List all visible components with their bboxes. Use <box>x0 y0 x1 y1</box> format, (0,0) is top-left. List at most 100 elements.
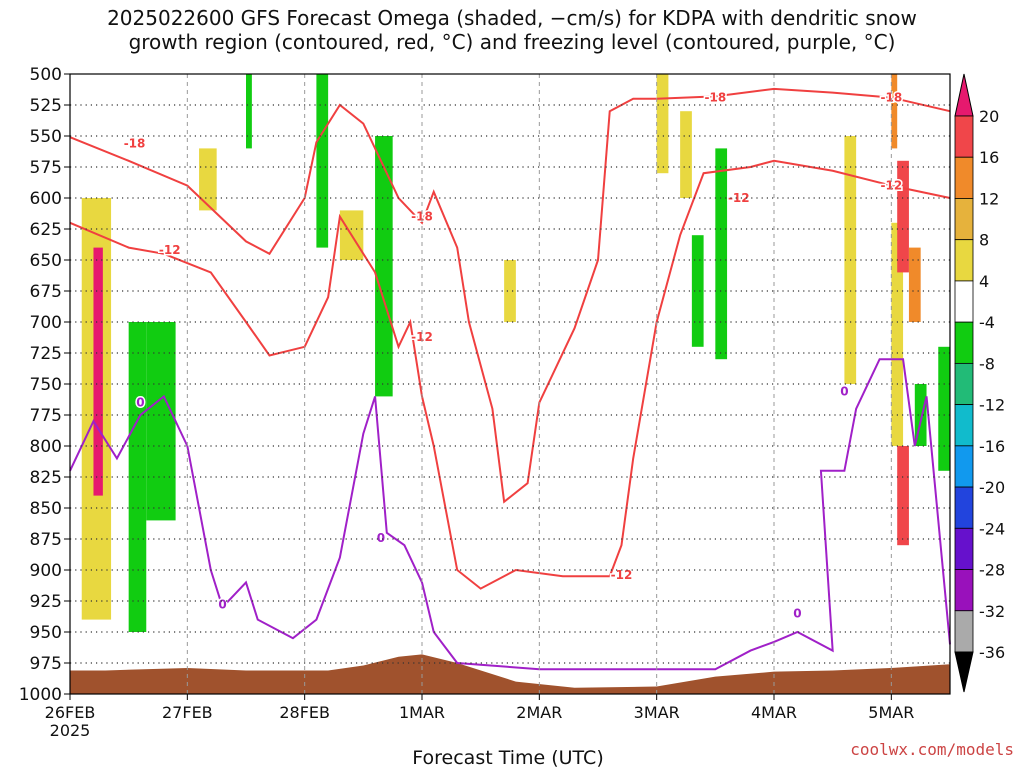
colorbar-label-10: -24 <box>979 519 1005 538</box>
colorbar-swatch-7 <box>954 404 974 447</box>
colorbar-label-4: 4 <box>979 272 989 291</box>
contour-label-1-4: -12 <box>611 568 633 582</box>
shade-cell-2-5 <box>691 235 704 347</box>
shade-cell-3-0 <box>897 160 909 273</box>
x-axis-label: Forecast Time (UTC) <box>412 747 603 768</box>
shade-cell-2-8 <box>914 384 927 446</box>
x-tick-label-4: 2MAR <box>516 703 562 722</box>
y-tick-label-18: 950 <box>30 623 62 643</box>
colorbar-swatch-5 <box>954 321 974 364</box>
chart-title: 2025022600 GFS Forecast Omega (shaded, −… <box>0 6 1024 54</box>
y-tick-label-10: 750 <box>30 375 62 395</box>
contour-label-0-3: -18 <box>880 91 902 105</box>
colorbar-swatch-9 <box>954 486 974 529</box>
colorbar-swatch-6 <box>954 362 974 406</box>
colorbar-bottom-arrow <box>954 651 974 693</box>
title-line-1: 2025022600 GFS Forecast Omega (shaded, −… <box>107 6 917 30</box>
title-line-2: growth region (contoured, red, °C) and f… <box>128 30 896 54</box>
y-tick-label-16: 900 <box>30 561 62 581</box>
colorbar-swatch-1 <box>954 156 974 199</box>
contour-label-2-1: 0 <box>218 598 226 612</box>
colorbar-label-13: -36 <box>979 643 1005 662</box>
terrain-fill <box>70 654 950 694</box>
y-tick-label-2: 550 <box>30 127 62 147</box>
contour-line-0 <box>69 87 951 504</box>
contour-label-0-2: -18 <box>704 91 726 105</box>
shade-cell-2-2 <box>246 74 252 149</box>
colorbar-label-5: -4 <box>979 313 995 332</box>
y-tick-label-9: 725 <box>30 344 62 364</box>
y-tick-label-8: 700 <box>30 313 62 333</box>
y-tick-label-4: 600 <box>30 189 62 209</box>
shade-cell-0-4 <box>656 74 669 174</box>
shade-cell-2-0 <box>128 322 147 632</box>
contour-label-2-4: 0 <box>840 384 848 398</box>
x-tick-label-3: 1MAR <box>399 703 445 722</box>
shade-cell-0-7 <box>891 222 904 446</box>
x-tick-sublabel-0: 2025 <box>50 721 91 740</box>
shade-cell-1-0 <box>93 247 103 496</box>
terrain-area <box>70 654 950 694</box>
shade-cell-0-5 <box>680 111 692 198</box>
colorbar-swatch-4 <box>954 280 974 323</box>
shade-cell-2-1 <box>146 322 176 521</box>
colorbar-swatch-10 <box>954 527 974 570</box>
colorbar-swatch-0 <box>954 115 974 158</box>
axes: 500 525 550 575 600 625 650 675 700 725 750 775 800 8… <box>19 65 951 740</box>
colorbar-label-1: 16 <box>979 148 999 167</box>
contour-label-0-0: -18 <box>124 136 146 150</box>
colorbar-label-11: -28 <box>979 561 1005 580</box>
x-tick-label-0: 26FEB <box>45 703 96 722</box>
shade-cell-3-1 <box>897 446 909 546</box>
colorbar-label-8: -16 <box>979 437 1005 456</box>
contour-label-1-1: -12 <box>411 330 433 344</box>
colorbar-label-0: 20 <box>979 107 999 126</box>
contour-label-0-1: -18 <box>411 210 433 224</box>
colorbar-swatch-11 <box>954 569 974 612</box>
shade-cell-2-4 <box>375 136 393 397</box>
x-tick-label-6: 4MAR <box>751 703 797 722</box>
contour-label-1-3: -12 <box>880 179 902 193</box>
contours: -18 -18 -18 -18 -12 -12 -12 -12 -12 0 0 0 0 0 <box>69 87 951 671</box>
colorbar-label-7: -12 <box>979 396 1005 415</box>
y-tick-label-3: 575 <box>30 158 62 178</box>
colorbar-label-2: 12 <box>979 189 999 208</box>
contour-label-2-3: 0 <box>793 606 801 620</box>
colorbar-label-6: -8 <box>979 354 995 373</box>
y-tick-label-7: 675 <box>30 282 62 302</box>
colorbar-top-arrow <box>954 73 974 117</box>
y-tick-label-11: 775 <box>30 406 62 426</box>
shade-cell-0-3 <box>504 260 516 322</box>
y-tick-label-13: 825 <box>30 468 62 488</box>
x-tick-label-7: 5MAR <box>868 703 914 722</box>
y-tick-label-6: 650 <box>30 251 62 271</box>
grid <box>70 74 950 694</box>
contour-label-1-0: -12 <box>159 243 181 257</box>
colorbar-swatch-3 <box>954 239 974 282</box>
colorbar-label-3: 8 <box>979 231 989 250</box>
y-tick-label-19: 975 <box>30 654 62 674</box>
credit-link[interactable]: coolwx.com/models <box>850 740 1014 759</box>
colorbar-label-9: -20 <box>979 478 1005 497</box>
contour-label-2-2: 0 <box>377 531 385 545</box>
y-tick-label-0: 500 <box>30 65 62 85</box>
contour-label-1-2: -12 <box>728 191 750 205</box>
shade-cell-4-1 <box>891 74 898 149</box>
x-tick-label-1: 27FEB <box>162 703 213 722</box>
shade-cell-2-3 <box>316 74 329 248</box>
contour-line-1 <box>69 159 951 590</box>
y-tick-label-1: 525 <box>30 96 62 116</box>
shade-cell-2-6 <box>715 148 728 360</box>
shade-cell-0-1 <box>199 148 217 211</box>
x-tick-label-2: 28FEB <box>279 703 330 722</box>
shade-cell-4-0 <box>908 247 921 322</box>
colorbar-swatch-8 <box>954 445 974 488</box>
plot-frame <box>69 73 951 695</box>
y-tick-label-17: 925 <box>30 592 62 612</box>
y-tick-label-15: 875 <box>30 530 62 550</box>
colorbar-swatch-2 <box>954 198 974 241</box>
contour-label-2-0: 0 <box>136 396 144 410</box>
shade-cell-2-7 <box>938 346 950 471</box>
colorbar[interactable]: 20 16 12 8 4 -4 -8 -12 -16 -20 -24 -28 -32 -36 <box>954 73 1005 693</box>
